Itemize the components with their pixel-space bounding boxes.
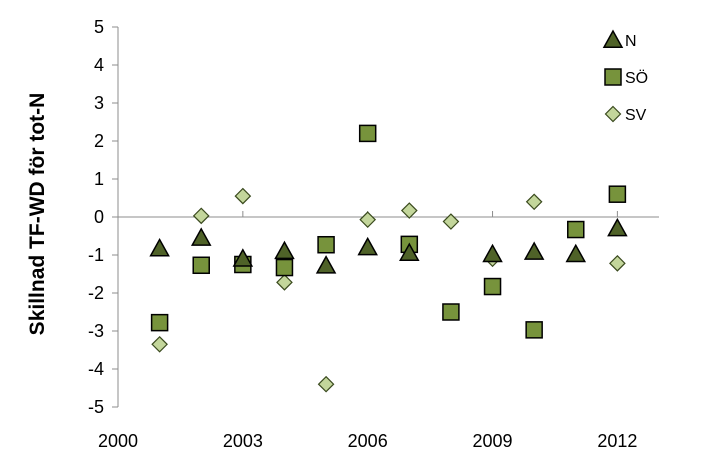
data-point-n xyxy=(315,255,337,274)
data-point-sv xyxy=(234,187,252,205)
legend-marker-n xyxy=(602,29,624,48)
x-tick-label: 2009 xyxy=(473,431,513,451)
data-points xyxy=(149,124,628,393)
y-tick-label: 3 xyxy=(94,93,104,113)
data-point-n xyxy=(149,237,170,257)
data-point-n xyxy=(357,236,378,256)
y-tick-label: 5 xyxy=(94,17,104,37)
data-point-n xyxy=(523,241,545,260)
data-point-sv xyxy=(609,255,626,272)
y-tick-label: 0 xyxy=(94,207,104,227)
data-point-n xyxy=(232,248,254,267)
legend-marker-sö xyxy=(604,68,622,86)
axes: 5 4 3 2 1 0 -1 -2 -3 -4 -5 2000 2003 2006 2009 2012 xyxy=(88,17,659,451)
data-point-sv xyxy=(359,211,377,229)
data-point-sö xyxy=(358,124,377,143)
y-axis-label: Skillnad TF-WD för tot-N xyxy=(26,93,49,336)
x-tick-label: 2006 xyxy=(348,431,388,451)
y-tick-label: -1 xyxy=(88,245,104,265)
data-point-n xyxy=(482,243,503,263)
data-point-sö xyxy=(483,277,502,296)
data-point-sv xyxy=(317,375,335,393)
y-tick-label: -4 xyxy=(88,359,104,379)
y-tick-label: -2 xyxy=(88,283,104,303)
legend-label-sö: SÖ xyxy=(625,69,648,87)
data-point-sö xyxy=(150,313,169,332)
x-tick-label: 2003 xyxy=(223,431,263,451)
x-tick-label: 2000 xyxy=(98,431,138,451)
data-point-sö xyxy=(317,235,335,254)
y-tick-label: -5 xyxy=(88,397,104,417)
data-point-sö xyxy=(275,258,294,277)
data-point-sv xyxy=(276,274,293,291)
data-point-n xyxy=(399,242,420,262)
legend-marker-sv xyxy=(604,105,622,123)
data-point-sv xyxy=(400,202,418,219)
data-point-n xyxy=(190,227,212,246)
y-tick-label: 1 xyxy=(94,169,104,189)
data-point-n xyxy=(607,217,628,237)
data-point-n xyxy=(565,243,587,263)
y-tick-label: 4 xyxy=(94,55,104,75)
data-point-sö xyxy=(192,256,210,275)
data-point-n xyxy=(274,240,295,260)
y-tick-label: 2 xyxy=(94,131,104,151)
y-tick-label: -3 xyxy=(88,321,104,341)
data-point-sö xyxy=(442,303,460,321)
data-point-sö xyxy=(608,185,627,203)
legend: N SÖ SV xyxy=(602,29,648,124)
data-point-sv xyxy=(442,213,460,230)
data-point-sv xyxy=(192,207,210,225)
data-point-sö xyxy=(525,321,543,339)
x-tick-label: 2012 xyxy=(597,431,637,451)
data-point-sö xyxy=(567,220,585,239)
legend-label-sv: SV xyxy=(625,107,647,124)
legend-label-n: N xyxy=(625,33,637,50)
data-point-sv xyxy=(525,193,543,211)
data-point-sv xyxy=(151,335,168,353)
